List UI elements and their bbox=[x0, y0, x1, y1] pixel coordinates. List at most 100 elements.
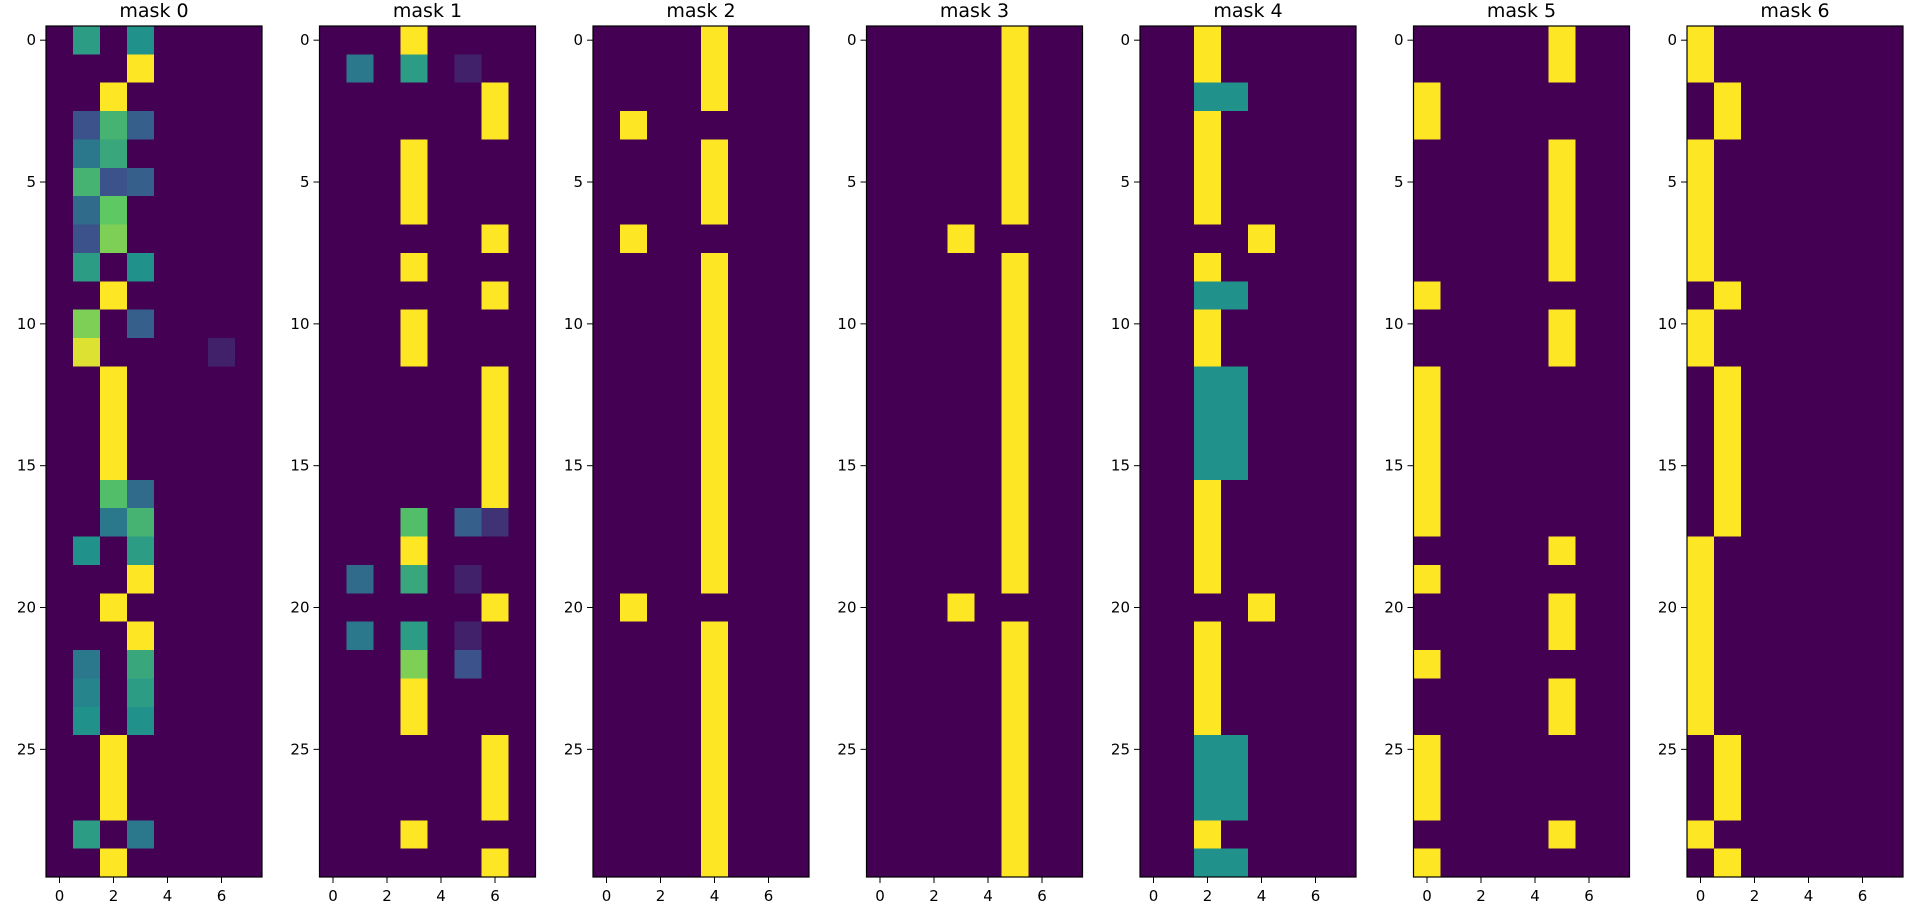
heatmap-cell bbox=[1795, 848, 1823, 878]
heatmap-cell bbox=[920, 451, 949, 481]
heatmap-cell bbox=[1548, 564, 1577, 594]
heatmap-cell bbox=[974, 621, 1003, 651]
heatmap-cell bbox=[1055, 196, 1084, 226]
heatmap-cell bbox=[1741, 706, 1769, 736]
heatmap-cell bbox=[866, 791, 895, 821]
heatmap-cell bbox=[46, 650, 74, 680]
heatmap-cell bbox=[1822, 54, 1850, 84]
x-tick-label: 2 bbox=[929, 887, 939, 905]
heatmap-cell bbox=[1575, 451, 1604, 481]
heatmap-cell bbox=[755, 167, 783, 197]
heatmap-cell bbox=[154, 394, 182, 424]
heatmap-cell bbox=[1001, 706, 1030, 736]
heatmap-cell bbox=[866, 338, 895, 367]
heatmap-cell bbox=[1849, 196, 1877, 226]
heatmap-cell bbox=[893, 111, 922, 141]
y-tick-label: 5 bbox=[573, 173, 583, 191]
heatmap-cell bbox=[1167, 621, 1195, 651]
heatmap-cell bbox=[100, 196, 128, 226]
heatmap-cell bbox=[1741, 54, 1769, 84]
heatmap-cell bbox=[920, 167, 949, 197]
heatmap-cell bbox=[947, 224, 976, 254]
heatmap-cell bbox=[782, 593, 810, 623]
heatmap-cell bbox=[46, 139, 74, 169]
heatmap-cell bbox=[508, 111, 537, 141]
heatmap-cell bbox=[1302, 820, 1330, 850]
heatmap-cell bbox=[1028, 536, 1057, 566]
heatmap-cell bbox=[1028, 139, 1057, 169]
heatmap-cell bbox=[427, 54, 456, 84]
heatmap-cell bbox=[647, 650, 675, 680]
heatmap-cell bbox=[1329, 593, 1357, 623]
heatmap-cell bbox=[1714, 650, 1742, 680]
heatmap-cell bbox=[1687, 167, 1715, 197]
heatmap-cell bbox=[1768, 621, 1796, 651]
heatmap-cell bbox=[400, 394, 429, 424]
heatmap-cell bbox=[1876, 423, 1904, 453]
heatmap-cell bbox=[373, 111, 402, 141]
heatmap-cell bbox=[728, 196, 756, 226]
heatmap-cell bbox=[974, 678, 1003, 708]
heatmap-cell bbox=[1521, 791, 1550, 821]
heatmap-cell bbox=[1849, 536, 1877, 566]
heatmap-cell bbox=[127, 196, 155, 226]
heatmap-cell bbox=[1494, 735, 1523, 765]
heatmap-cell bbox=[755, 224, 783, 254]
x-tick-label: 2 bbox=[1750, 887, 1760, 905]
heatmap-cell bbox=[1329, 309, 1357, 339]
heatmap-cell bbox=[1876, 224, 1904, 254]
heatmap-cell bbox=[481, 706, 510, 736]
heatmap-cell bbox=[1822, 451, 1850, 481]
heatmap-cell bbox=[481, 848, 510, 878]
heatmap-cell bbox=[728, 309, 756, 339]
heatmap-cell bbox=[674, 536, 702, 566]
heatmap-cell bbox=[319, 508, 348, 538]
heatmap-cell bbox=[154, 54, 182, 84]
heatmap-cell bbox=[1548, 848, 1577, 878]
heatmap-cell bbox=[593, 423, 621, 453]
heatmap-cell bbox=[1602, 366, 1631, 396]
heatmap-cell bbox=[1028, 650, 1057, 680]
y-tick-label: 10 bbox=[837, 315, 856, 333]
heatmap-cell bbox=[319, 366, 348, 396]
heatmap-cell bbox=[947, 54, 976, 84]
heatmap-cell bbox=[866, 423, 895, 453]
heatmap-cell bbox=[154, 791, 182, 821]
heatmap-cell bbox=[1521, 650, 1550, 680]
heatmap-cell bbox=[481, 536, 510, 566]
heatmap-cell bbox=[154, 706, 182, 736]
heatmap-cell bbox=[1714, 366, 1742, 396]
heatmap-cell bbox=[373, 196, 402, 226]
heatmap-cell bbox=[1548, 820, 1577, 850]
heatmap-cell bbox=[100, 564, 128, 594]
heatmap-cell bbox=[647, 196, 675, 226]
heatmap-cell bbox=[235, 281, 263, 311]
heatmap-cell bbox=[46, 82, 74, 112]
heatmap-cell bbox=[1413, 479, 1442, 509]
heatmap-cell bbox=[620, 394, 648, 424]
heatmap-cell bbox=[1768, 338, 1796, 367]
heatmap-cell bbox=[620, 763, 648, 793]
heatmap-cell bbox=[208, 394, 236, 424]
heatmap-cell bbox=[1602, 26, 1631, 55]
heatmap-cell bbox=[1714, 706, 1742, 736]
heatmap-cell bbox=[1575, 508, 1604, 538]
heatmap-cell bbox=[1194, 536, 1222, 566]
heatmap-cell bbox=[1494, 820, 1523, 850]
heatmap-cell bbox=[1548, 650, 1577, 680]
heatmap-cell bbox=[1329, 54, 1357, 84]
heatmap-cell bbox=[1741, 451, 1769, 481]
heatmap-cell bbox=[1575, 111, 1604, 141]
heatmap-cell bbox=[127, 423, 155, 453]
heatmap-cell bbox=[454, 479, 483, 509]
heatmap-cell bbox=[235, 536, 263, 566]
heatmap-cell bbox=[1302, 196, 1330, 226]
heatmap-cell bbox=[1140, 224, 1168, 254]
heatmap-cell bbox=[593, 224, 621, 254]
heatmap-cell bbox=[1028, 366, 1057, 396]
heatmap-cell bbox=[1140, 54, 1168, 84]
heatmap-cell bbox=[1140, 820, 1168, 850]
heatmap-cell bbox=[1467, 111, 1496, 141]
heatmap-cell bbox=[893, 621, 922, 651]
heatmap-cell bbox=[181, 167, 209, 197]
